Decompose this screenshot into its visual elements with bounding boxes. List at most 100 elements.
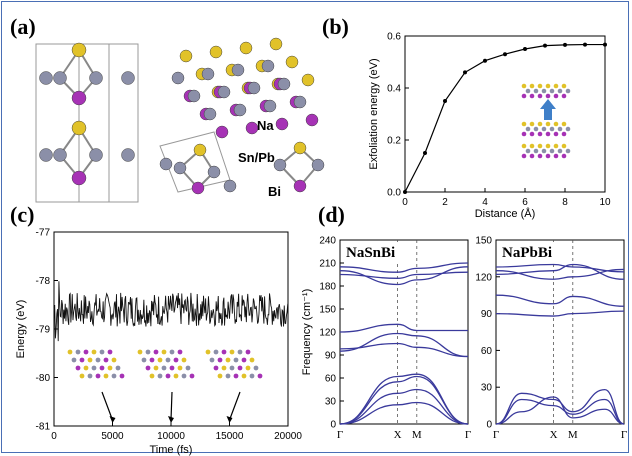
phonon-branch	[495, 398, 625, 425]
snpb-atom	[89, 148, 103, 162]
dL-y-tick-label: 30	[325, 397, 337, 408]
snapshot-atom	[185, 365, 191, 371]
dL-k-label: Γ	[337, 429, 343, 441]
inset-atom	[549, 126, 555, 132]
dL-k-label: X	[394, 429, 402, 441]
snapshot-atom	[209, 357, 215, 363]
bi-atom	[191, 181, 205, 195]
snpb-atom	[187, 89, 201, 103]
phonon-branch	[339, 373, 469, 425]
snapshot-atom	[257, 373, 263, 379]
inset-atom	[533, 88, 539, 94]
inset-atom	[541, 126, 547, 132]
inset-atom	[521, 83, 527, 89]
exfoliation-line	[404, 43, 605, 193]
snapshot-atom	[225, 373, 231, 379]
snpb-atom	[261, 59, 275, 73]
snpb-atom	[273, 158, 287, 172]
snapshot-atom	[95, 373, 101, 379]
snapshot-atom	[75, 365, 81, 371]
inset-atom	[541, 88, 547, 94]
exfoliation-point	[483, 58, 487, 63]
dR-title: NaPbBi	[502, 245, 552, 261]
inset-atom	[557, 126, 563, 132]
inset-atom	[521, 93, 527, 99]
snapshot-atom	[137, 349, 143, 355]
inset-atom	[549, 148, 555, 154]
b-x-tick-label: 10	[599, 197, 611, 208]
dL-y-tick-label: 180	[319, 282, 336, 293]
snapshot-arrow	[101, 391, 114, 421]
inset-atom	[529, 143, 535, 149]
inset-atom	[537, 131, 543, 137]
dR-y-tick-label: 150	[475, 236, 492, 247]
exfoliation-inset	[521, 83, 571, 159]
dL-y-tick-label: 240	[319, 236, 336, 247]
inset-atom	[565, 148, 571, 154]
dR-y-tick-label: 120	[475, 272, 492, 283]
phonon-branch	[495, 268, 625, 280]
inset-atom	[529, 121, 535, 127]
exfoliation-point	[523, 47, 527, 51]
bi-atom	[245, 121, 259, 135]
inset-atom	[545, 93, 551, 99]
snpb-atom	[207, 165, 221, 179]
snapshot-atom	[177, 349, 183, 355]
c-x-tick-label: 5000	[101, 431, 124, 442]
inset-atom	[541, 148, 547, 154]
snpb-atom	[277, 77, 291, 91]
inset-atom	[529, 83, 535, 89]
snpb-atom	[173, 161, 187, 175]
phonon-branch	[339, 375, 469, 425]
b-x-tick-label: 0	[402, 197, 408, 208]
na-atom	[293, 141, 307, 155]
inset-atom	[529, 93, 535, 99]
unit-cell-left	[35, 43, 139, 203]
inset-atom	[553, 93, 559, 99]
phonon-branch	[339, 323, 468, 333]
inset-atom	[537, 93, 543, 99]
na-atom	[71, 42, 87, 58]
snapshot-atom	[161, 349, 167, 355]
bi-atom	[215, 125, 229, 139]
bi-atom	[71, 170, 87, 186]
snapshot-atom	[79, 373, 85, 379]
snapshot-atom	[95, 357, 101, 363]
panel-label-b: (b)	[322, 14, 349, 39]
snapshot-atom	[83, 349, 89, 355]
snapshot-atom	[233, 357, 239, 363]
snapshot-atom	[169, 349, 175, 355]
snapshot-atom	[149, 373, 155, 379]
snapshot-atom	[153, 349, 159, 355]
snapshot-atom	[99, 365, 105, 371]
inset-atom	[529, 131, 535, 137]
snpb-atom	[223, 179, 237, 193]
dL-k-label: M	[412, 429, 422, 441]
dL-y-tick-label: 0	[330, 420, 336, 431]
exfoliation-point	[503, 52, 507, 57]
inset-atom	[529, 153, 535, 159]
dR-y-tick-label: 30	[481, 383, 493, 394]
dL-y-tick-label: 90	[325, 351, 337, 362]
snapshot-atom	[249, 357, 255, 363]
snapshot-atom	[229, 349, 235, 355]
b-y-tick-label: 0.4	[387, 84, 401, 95]
phonon-branch	[495, 263, 625, 273]
snapshot-atom	[107, 349, 113, 355]
atom-label-snpb: Sn/Pb	[238, 150, 275, 165]
snapshot-atom	[181, 357, 187, 363]
snapshot-atom	[229, 365, 235, 371]
snpb-atom	[159, 157, 173, 171]
snpb-atom	[293, 95, 307, 109]
snapshot-atom	[213, 365, 219, 371]
c-x-tick-label: 0	[51, 431, 57, 442]
snapshot-atom	[145, 349, 151, 355]
phonon-branch	[495, 294, 625, 307]
snapshot-atom	[173, 373, 179, 379]
c-y-tick-label: -78	[36, 276, 51, 287]
snapshot-atom	[253, 365, 259, 371]
snpb-atom	[121, 71, 135, 85]
snapshot-atom	[149, 357, 155, 363]
inset-atom	[545, 153, 551, 159]
